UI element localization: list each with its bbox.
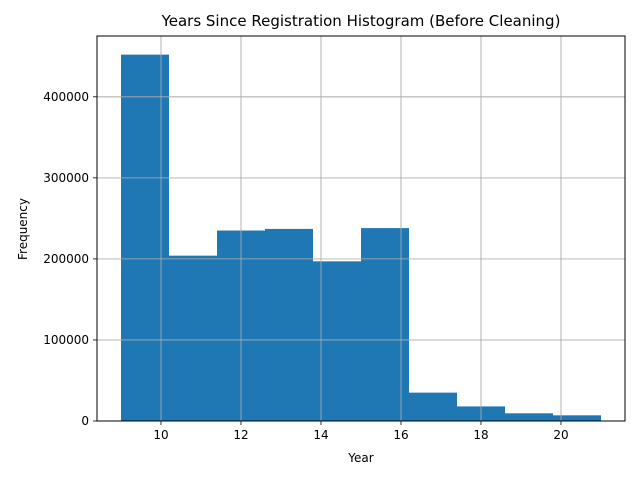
histogram-bar [553, 415, 601, 421]
y-tick-label: 0 [81, 414, 89, 428]
y-axis-label: Frequency [16, 198, 30, 260]
x-tick-label: 18 [473, 428, 488, 442]
x-axis-label: Year [347, 451, 373, 465]
x-tick-label: 10 [153, 428, 168, 442]
histogram-bar [169, 255, 217, 421]
histogram-bar [505, 413, 553, 421]
bars-layer [97, 36, 625, 422]
histogram-bar [121, 54, 169, 422]
y-tick-label: 300000 [43, 171, 89, 185]
x-tick-label: 20 [553, 428, 568, 442]
x-tick-label: 16 [393, 428, 408, 442]
y-tick-label: 100000 [43, 333, 89, 347]
histogram-bar [265, 228, 313, 421]
y-tick-label: 400000 [43, 90, 89, 104]
plot-frame [96, 35, 626, 422]
x-tick-label: 12 [233, 428, 248, 442]
chart-title: Years Since Registration Histogram (Befo… [161, 12, 561, 30]
y-tick-label: 200000 [43, 252, 89, 266]
histogram-bar [361, 228, 409, 421]
x-tick-label: 14 [313, 428, 328, 442]
ticks-layer: 10 12 14 16 18 20 0 100000 200000 300000 400000 [43, 90, 568, 442]
histogram-bar [409, 392, 457, 421]
histogram-bar [313, 261, 361, 421]
